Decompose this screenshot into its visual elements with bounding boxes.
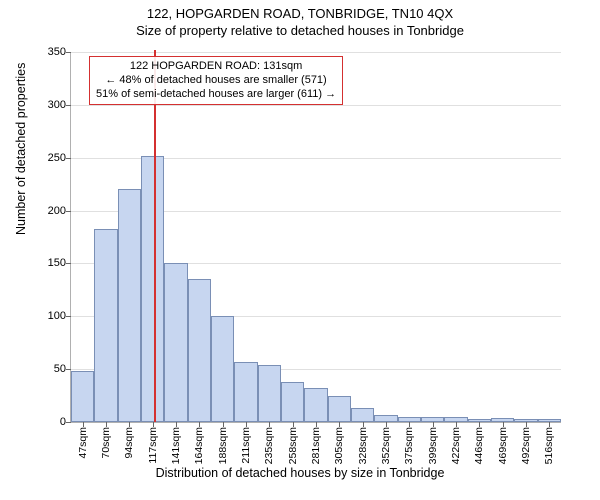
- y-axis-label: Number of detached properties: [14, 63, 28, 235]
- y-tick-mark: [66, 211, 71, 212]
- x-tick-label: 492sqm: [520, 427, 532, 464]
- chart-title: 122, HOPGARDEN ROAD, TONBRIDGE, TN10 4QX…: [0, 0, 600, 40]
- gridline: [71, 52, 561, 53]
- histogram-bar: [164, 263, 187, 422]
- x-tick-label: 305sqm: [333, 427, 345, 464]
- y-tick-mark: [66, 52, 71, 53]
- x-tick-label: 164sqm: [193, 427, 205, 464]
- x-tick-label: 281sqm: [310, 427, 322, 464]
- histogram-bar: [234, 362, 257, 422]
- y-tick-mark: [66, 158, 71, 159]
- histogram-bar: [94, 229, 117, 422]
- x-tick-label: 375sqm: [403, 427, 415, 464]
- y-tick-mark: [66, 263, 71, 264]
- x-tick-label: 328sqm: [357, 427, 369, 464]
- annotation-line: 51% of semi-detached houses are larger (…: [96, 88, 336, 102]
- histogram-bar: [374, 415, 397, 422]
- y-tick-label: 250: [36, 152, 66, 164]
- histogram-bar: [188, 279, 211, 422]
- histogram-bar: [304, 388, 327, 422]
- y-tick-label: 100: [36, 310, 66, 322]
- title-line1: 122, HOPGARDEN ROAD, TONBRIDGE, TN10 4QX: [0, 6, 600, 23]
- histogram-bar: [351, 408, 374, 422]
- y-tick-label: 50: [36, 363, 66, 375]
- annotation-box: 122 HOPGARDEN ROAD: 131sqm ← 48% of deta…: [89, 56, 343, 105]
- histogram-bar: [258, 365, 281, 422]
- y-tick-mark: [66, 316, 71, 317]
- x-tick-label: 188sqm: [217, 427, 229, 464]
- y-tick-mark: [66, 422, 71, 423]
- histogram-bar: [71, 371, 94, 422]
- annotation-line: 122 HOPGARDEN ROAD: 131sqm: [96, 60, 336, 74]
- y-tick-label: 350: [36, 46, 66, 58]
- x-tick-label: 516sqm: [543, 427, 555, 464]
- histogram-bar: [211, 316, 234, 422]
- x-tick-label: 352sqm: [380, 427, 392, 464]
- annotation-line: ← 48% of detached houses are smaller (57…: [96, 74, 336, 88]
- x-tick-label: 117sqm: [147, 427, 159, 464]
- histogram-bar: [328, 396, 351, 422]
- reference-line: [154, 50, 156, 422]
- x-tick-label: 211sqm: [240, 427, 252, 464]
- y-tick-mark: [66, 105, 71, 106]
- title-line2: Size of property relative to detached ho…: [0, 23, 600, 40]
- x-tick-label: 141sqm: [170, 427, 182, 464]
- y-tick-label: 200: [36, 205, 66, 217]
- x-axis-label: Distribution of detached houses by size …: [0, 466, 600, 480]
- x-tick-label: 446sqm: [473, 427, 485, 464]
- histogram-bar: [118, 189, 141, 422]
- x-tick-label: 399sqm: [427, 427, 439, 464]
- histogram-plot-area: 122 HOPGARDEN ROAD: 131sqm ← 48% of deta…: [70, 52, 561, 423]
- x-tick-label: 469sqm: [497, 427, 509, 464]
- y-tick-label: 300: [36, 99, 66, 111]
- x-tick-label: 70sqm: [100, 427, 112, 459]
- histogram-bar: [141, 156, 164, 422]
- y-tick-mark: [66, 369, 71, 370]
- histogram-bar: [281, 382, 304, 422]
- x-tick-label: 235sqm: [263, 427, 275, 464]
- x-tick-label: 47sqm: [77, 427, 89, 459]
- x-tick-label: 422sqm: [450, 427, 462, 464]
- y-tick-label: 0: [36, 416, 66, 428]
- y-tick-label: 150: [36, 257, 66, 269]
- x-tick-label: 94sqm: [123, 427, 135, 459]
- x-tick-label: 258sqm: [287, 427, 299, 464]
